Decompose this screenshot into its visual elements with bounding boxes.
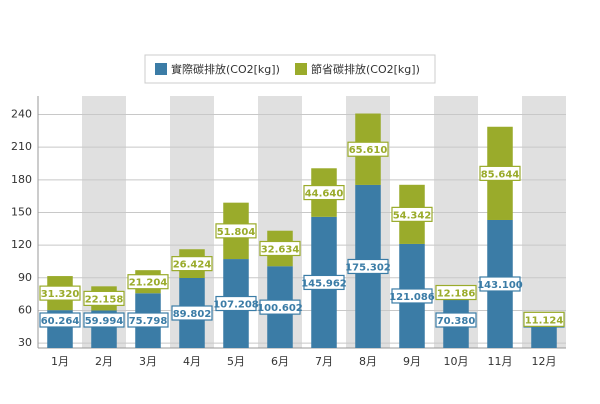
x-tick-label: 3月 [139, 355, 157, 368]
data-label: 85.644 [481, 169, 520, 180]
data-label-box [259, 299, 301, 315]
data-label-box [303, 184, 345, 201]
legend-swatch [155, 63, 167, 75]
data-label: 26.424 [173, 260, 212, 271]
x-tick-label: 8月 [359, 355, 377, 368]
data-label: 21.204 [129, 278, 168, 289]
data-label-box [523, 311, 565, 327]
y-tick-label: 210 [11, 140, 32, 153]
data-label: 54.342 [393, 210, 432, 221]
y-tick-label: 150 [11, 205, 32, 218]
data-label: 51.804 [217, 227, 256, 238]
data-label-box [435, 284, 477, 301]
data-label-box [479, 165, 521, 181]
data-label: 70.380 [437, 316, 476, 327]
y-tick-label: 60 [18, 303, 32, 316]
data-label: 65.610 [349, 145, 388, 156]
data-label-box [127, 274, 169, 290]
legend-swatch [295, 63, 307, 75]
y-tick-label: 120 [11, 238, 32, 251]
band [522, 96, 566, 348]
y-tick-label: 30 [18, 336, 32, 349]
x-tick-label: 4月 [183, 355, 201, 368]
x-tick-label: 9月 [403, 355, 421, 368]
data-label-box [83, 290, 125, 306]
data-label-box [215, 295, 257, 312]
x-tick-label: 11月 [488, 355, 513, 368]
data-label: 11.124 [525, 315, 564, 326]
data-label-box [259, 240, 301, 257]
data-label-box [347, 258, 389, 275]
legend-label: 節省碳排放(CO2[kg]) [311, 62, 420, 76]
data-label: 145.962 [301, 278, 347, 289]
data-label: 107.208 [213, 300, 259, 311]
data-label: 175.302 [345, 262, 391, 273]
data-label: 75.798 [129, 316, 168, 327]
data-label: 143.100 [477, 280, 523, 291]
data-label-box [347, 141, 389, 157]
x-tick-label: 2月 [95, 355, 113, 368]
x-tick-label: 1月 [51, 355, 69, 368]
x-tick-label: 12月 [532, 355, 557, 368]
data-label: 89.802 [173, 309, 212, 320]
data-label-box [171, 256, 213, 272]
y-tick-label: 90 [18, 271, 32, 284]
data-label-box [215, 223, 257, 239]
legend-box [144, 54, 436, 84]
x-tick-label: 10月 [444, 355, 469, 368]
data-label: 100.602 [257, 303, 303, 314]
data-label-box [435, 312, 477, 328]
data-label-box [171, 305, 213, 321]
data-label-box [83, 312, 125, 328]
data-label-box [127, 312, 169, 328]
bar-segment [531, 325, 557, 348]
legend-label: 實際碳排放(CO2[kg]) [171, 62, 280, 76]
data-label-box [391, 288, 433, 304]
data-label: 22.158 [85, 294, 124, 305]
data-label-box [479, 276, 521, 292]
data-label: 44.640 [305, 189, 344, 200]
y-tick-label: 180 [11, 173, 32, 186]
data-label: 31.320 [41, 289, 80, 300]
data-label: 121.086 [389, 292, 435, 303]
data-label: 59.994 [85, 316, 124, 327]
data-label: 32.634 [261, 244, 300, 255]
x-tick-label: 5月 [227, 355, 245, 368]
data-label-box [39, 285, 81, 301]
data-label: 60.264 [41, 316, 80, 327]
y-tick-label: 240 [11, 108, 32, 121]
data-label-box [39, 312, 81, 328]
data-label-box [391, 206, 433, 222]
x-tick-label: 6月 [271, 355, 289, 368]
x-tick-label: 7月 [315, 355, 333, 368]
data-label: 12.186 [437, 289, 476, 300]
data-label-box [303, 274, 345, 291]
